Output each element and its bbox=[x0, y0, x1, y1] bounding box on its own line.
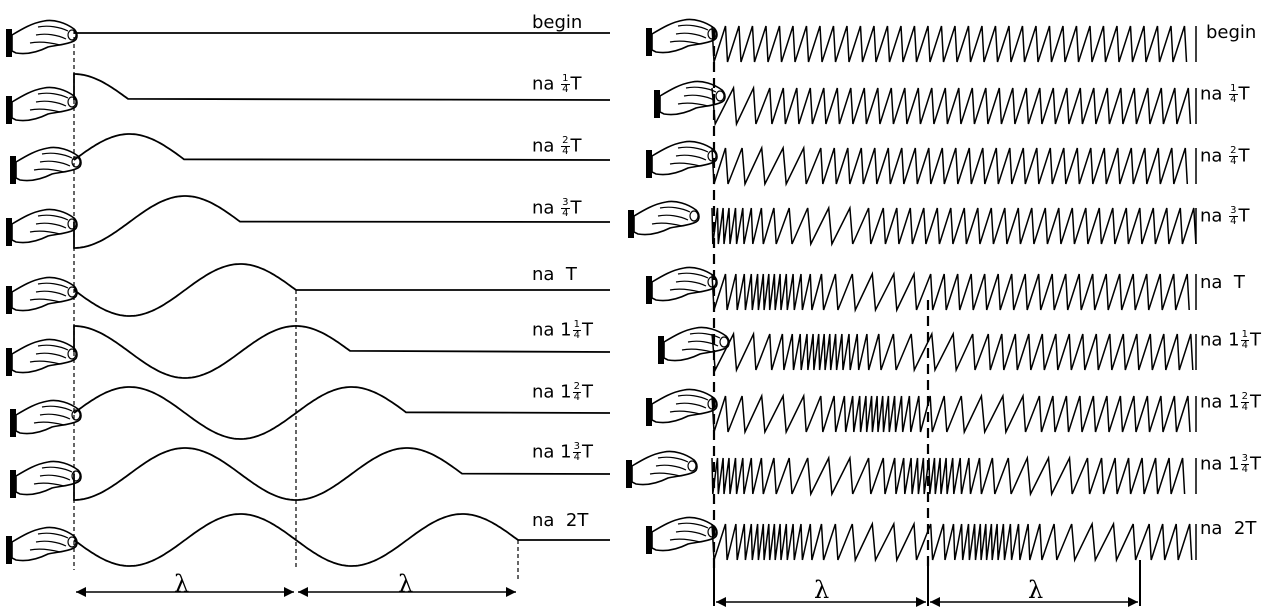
right-spring-5 bbox=[711, 331, 1194, 373]
left-label-0: begin bbox=[532, 12, 583, 33]
left-wave-7 bbox=[73, 447, 611, 501]
left-label-8: na 2T bbox=[532, 510, 589, 531]
right-hand-icon-0 bbox=[646, 18, 718, 56]
left-wave-5 bbox=[73, 325, 611, 379]
left-wave-1 bbox=[73, 73, 611, 101]
right-lambda-arrow-2-arrow-right bbox=[1128, 597, 1138, 607]
right-lambda-1: λ bbox=[814, 576, 830, 604]
right-hand-icon-6 bbox=[646, 388, 718, 426]
right-spring-0 bbox=[711, 25, 1188, 63]
right-hand-icon-5 bbox=[658, 326, 730, 364]
right-spring-7 bbox=[711, 455, 1186, 497]
left-hand-icon-8 bbox=[6, 526, 78, 564]
right-hand-icon-1 bbox=[654, 80, 726, 118]
left-wave-8 bbox=[73, 513, 610, 567]
left-lambda-arrow-2-arrow-left bbox=[298, 587, 308, 597]
left-hand-icon-6 bbox=[10, 399, 82, 437]
left-hand-icon-2 bbox=[10, 146, 82, 184]
left-wave-4 bbox=[73, 263, 610, 317]
right-label-8: na 2T bbox=[1200, 518, 1257, 539]
right-spring-1 bbox=[711, 85, 1192, 127]
right-label-4: na T bbox=[1200, 272, 1245, 293]
right-hand-icon-2 bbox=[646, 140, 718, 178]
left-hand-icon-5 bbox=[6, 338, 78, 376]
left-lambda-arrow-1-arrow-left bbox=[76, 587, 86, 597]
left-wave-6 bbox=[73, 386, 611, 440]
right-hand-icon-4 bbox=[646, 266, 718, 304]
right-hand-icon-7 bbox=[626, 450, 698, 488]
left-hand-icon-0 bbox=[6, 19, 78, 57]
left-lambda-arrow-2-arrow-right bbox=[506, 587, 516, 597]
right-spring-4 bbox=[711, 271, 1190, 313]
left-lambda-arrow-1-arrow-right bbox=[284, 587, 294, 597]
right-spring-2 bbox=[711, 145, 1189, 187]
left-wave-2 bbox=[73, 133, 611, 161]
right-hand-icon-3 bbox=[628, 200, 700, 238]
left-hand-icon-4 bbox=[6, 276, 78, 314]
right-spring-6 bbox=[711, 393, 1191, 435]
left-lambda-1: λ bbox=[174, 570, 190, 598]
left-wave-3 bbox=[73, 195, 611, 249]
right-hand-icon-8 bbox=[646, 516, 718, 554]
left-hand-icon-1 bbox=[6, 86, 78, 124]
left-lambda-2: λ bbox=[398, 570, 414, 598]
right-lambda-arrow-2-arrow-left bbox=[930, 597, 940, 607]
right-spring-8 bbox=[711, 521, 1193, 563]
left-label-4: na T bbox=[532, 264, 577, 285]
right-lambda-arrow-1-arrow-left bbox=[716, 597, 726, 607]
right-label-0: begin bbox=[1206, 22, 1257, 43]
left-hand-icon-3 bbox=[6, 208, 78, 246]
left-hand-icon-7 bbox=[10, 460, 82, 498]
right-spring-3 bbox=[711, 205, 1197, 247]
right-lambda-arrow-1-arrow-right bbox=[916, 597, 926, 607]
right-lambda-2: λ bbox=[1028, 576, 1044, 604]
